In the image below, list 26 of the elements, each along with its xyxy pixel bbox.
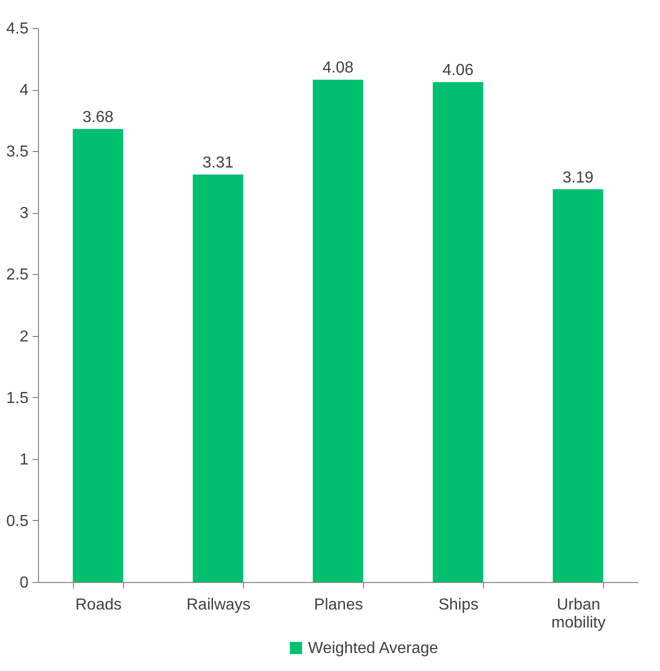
data-label: 3.31 [202,154,234,172]
y-tick-label: 4.5 [6,20,29,38]
y-tick-label: 2.5 [6,266,29,284]
data-label: 3.19 [562,169,594,186]
x-tick-label: Roads [75,596,122,614]
data-label: 3.68 [82,108,114,126]
bar [192,174,244,582]
x-tick-label: Ships [438,596,479,614]
y-tick-label: 3 [20,205,29,222]
bar [72,128,124,582]
y-tick-label: 1.5 [6,390,29,407]
bar [432,82,484,582]
data-label: 4.06 [442,62,474,80]
y-tick-label: 0 [20,574,29,592]
y-tick-label: 1 [20,451,29,468]
legend-label: Weighted Average [308,640,438,657]
bar [552,189,604,582]
x-tick-label: Railways [186,596,251,614]
y-tick-label: 2 [20,328,29,346]
x-tick-label: Urban mobility [551,596,606,632]
y-tick-label: 4 [20,82,29,100]
y-tick-label: 0.5 [6,512,29,530]
y-tick-label: 3.5 [6,144,29,161]
data-label: 4.08 [322,60,354,77]
bar [312,80,364,582]
x-tick-label: Planes [314,596,363,614]
